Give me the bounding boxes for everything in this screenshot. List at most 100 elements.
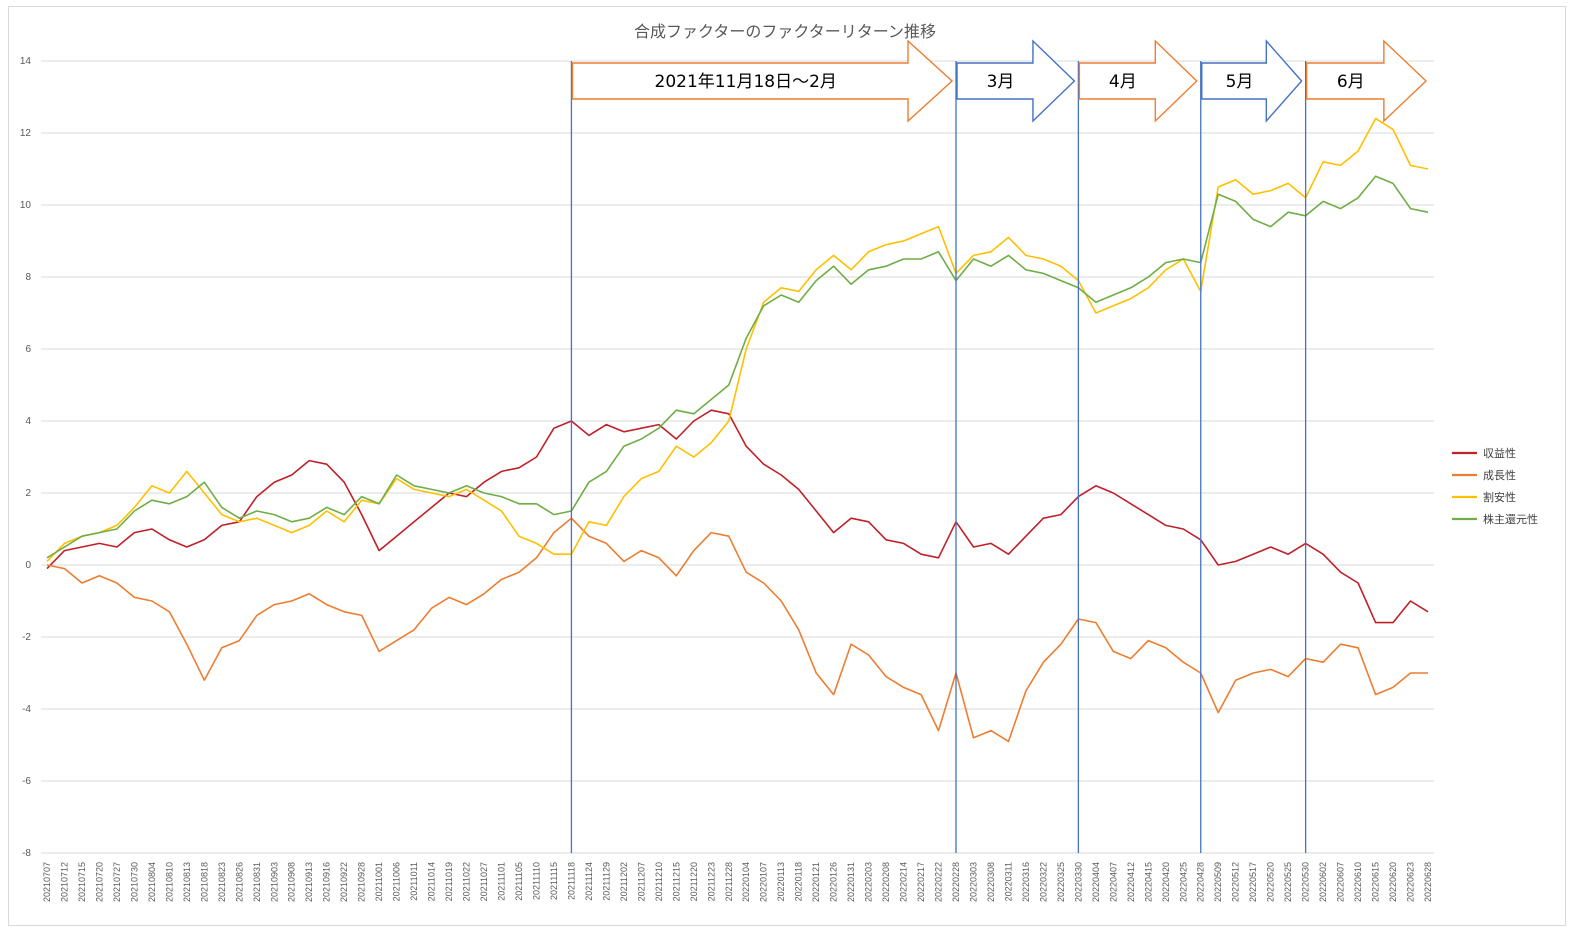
- x-tick-label: 20210813: [182, 862, 192, 902]
- x-tick-label: 20210913: [304, 862, 314, 902]
- x-tick-label: 20211027: [479, 862, 489, 901]
- x-tick-label: 20210730: [129, 862, 139, 902]
- legend-label: 株主還元性: [1483, 512, 1538, 526]
- x-tick-label: 20211011: [409, 862, 419, 901]
- period-arrow: [956, 39, 1076, 123]
- y-tick-label: 8: [25, 272, 31, 283]
- period-arrow-label: 4月: [1109, 72, 1137, 92]
- x-tick-label: 20220131: [846, 862, 856, 902]
- x-tick-label: 20220104: [741, 862, 751, 902]
- x-tick-label: 20220118: [794, 862, 804, 901]
- x-tick-label: 20220509: [1213, 862, 1223, 902]
- x-tick-label: 20210810: [164, 862, 174, 902]
- period-arrow-label: 3月: [987, 72, 1015, 92]
- x-tick-label: 20220325: [1056, 862, 1066, 902]
- x-tick-label: 20210928: [357, 862, 367, 902]
- x-tick-label: 20220121: [811, 862, 821, 902]
- legend-label: 割安性: [1483, 490, 1516, 504]
- series-line: [46, 409, 1429, 624]
- x-tick-label: 20220512: [1231, 862, 1241, 902]
- x-tick-label: 20211210: [654, 862, 664, 901]
- x-tick-label: 20220217: [916, 862, 926, 902]
- x-tick-label: 20220126: [829, 862, 839, 902]
- x-tick-label: 20220607: [1336, 862, 1346, 902]
- x-tick-label: 20211220: [689, 862, 699, 901]
- y-tick-label: -4: [22, 704, 31, 715]
- chart-title: 合成ファクターのファクターリターン推移: [634, 22, 936, 41]
- x-tick-label: 20220107: [759, 862, 769, 902]
- y-tick-label: 2: [25, 488, 31, 499]
- y-tick-label: -8: [22, 848, 31, 859]
- x-tick-label: 20220113: [776, 862, 786, 901]
- y-tick-label: -2: [22, 632, 31, 643]
- x-tick-label: 20211105: [514, 862, 524, 901]
- x-tick-label: 20220525: [1283, 862, 1293, 902]
- x-tick-label: 20220303: [968, 862, 978, 902]
- x-tick-label: 20220412: [1126, 862, 1136, 902]
- series-line: [46, 117, 1429, 562]
- x-axis-ticks: 20210707 20210712 20210715 20210720 20210727…: [42, 862, 1433, 902]
- x-tick-label: 20220228: [951, 862, 961, 902]
- x-tick-label: 20211202: [619, 862, 629, 901]
- x-tick-label: 20220602: [1318, 862, 1328, 902]
- grid-lines: [41, 60, 1434, 854]
- x-tick-label: 20210727: [112, 862, 122, 902]
- x-tick-label: 20220517: [1248, 862, 1258, 902]
- series-line: [46, 517, 1428, 743]
- x-tick-label: 20211006: [392, 862, 402, 901]
- x-tick-label: 20210720: [94, 862, 104, 902]
- x-tick-label: 20220628: [1423, 862, 1433, 902]
- y-tick-label: 0: [25, 560, 31, 571]
- x-tick-label: 20211022: [462, 862, 472, 901]
- legend-label: 収益性: [1483, 446, 1516, 460]
- x-tick-label: 20210715: [77, 862, 87, 902]
- y-tick-label: -6: [22, 776, 31, 787]
- x-tick-label: 20220316: [1021, 862, 1031, 902]
- x-tick-label: 20220520: [1266, 862, 1276, 902]
- x-tick-label: 20211215: [671, 862, 681, 901]
- x-tick-label: 20211223: [706, 862, 716, 901]
- x-tick-label: 20220610: [1353, 862, 1363, 902]
- x-tick-label: 20210707: [42, 862, 52, 902]
- y-tick-label: 12: [20, 128, 32, 139]
- line-chart: 合成ファクターのファクターリターン推移 14121086420-2-4-6-8 …: [20, 22, 1538, 902]
- y-tick-label: 14: [20, 56, 32, 67]
- legend-label: 成長性: [1483, 468, 1516, 482]
- x-tick-label: 20210818: [199, 862, 209, 902]
- period-arrow-label: 5月: [1226, 72, 1254, 92]
- x-tick-label: 20220420: [1161, 862, 1171, 902]
- x-tick-label: 20211110: [531, 862, 541, 900]
- chart-frame: 合成ファクターのファクターリターン推移 14 12 10 8 6 4 2 0 -2 -4 -6 -8 …: [8, 6, 1566, 926]
- y-tick-label: 6: [25, 344, 31, 355]
- x-tick-label: 20220308: [986, 862, 996, 902]
- x-tick-label: 20220214: [899, 862, 909, 902]
- x-tick-label: 20211115: [549, 862, 559, 900]
- y-tick-label: 4: [25, 416, 31, 427]
- period-arrow-label: 2021年11月18日～2月: [655, 72, 837, 92]
- x-tick-label: 20220623: [1406, 862, 1416, 902]
- x-tick-label: 20210826: [234, 862, 244, 902]
- x-tick-label: 20211118: [566, 862, 576, 900]
- x-tick-label: 20210804: [147, 862, 157, 902]
- x-tick-label: 20211124: [584, 862, 594, 901]
- y-tick-label: 10: [20, 200, 32, 211]
- period-arrow: [1201, 39, 1303, 123]
- x-tick-label: 20211014: [427, 862, 437, 901]
- x-tick-label: 20220222: [934, 862, 944, 902]
- x-tick-label: 20210903: [269, 862, 279, 902]
- x-tick-label: 20210922: [339, 862, 349, 902]
- x-tick-label: 20211101: [497, 862, 507, 901]
- x-tick-label: 20220425: [1178, 862, 1188, 902]
- x-tick-label: 20210908: [287, 862, 297, 902]
- x-tick-label: 20220620: [1388, 862, 1398, 902]
- x-tick-label: 20220208: [881, 862, 891, 902]
- period-arrow: [1078, 39, 1198, 123]
- x-tick-label: 20220407: [1108, 862, 1118, 902]
- x-tick-label: 20211129: [601, 862, 611, 901]
- x-tick-label: 20210823: [217, 862, 227, 902]
- x-tick-label: 20220311: [1003, 862, 1013, 901]
- period-arrow: [1305, 39, 1428, 123]
- period-arrow-label: 6月: [1337, 72, 1365, 92]
- x-tick-label: 20220428: [1196, 862, 1206, 902]
